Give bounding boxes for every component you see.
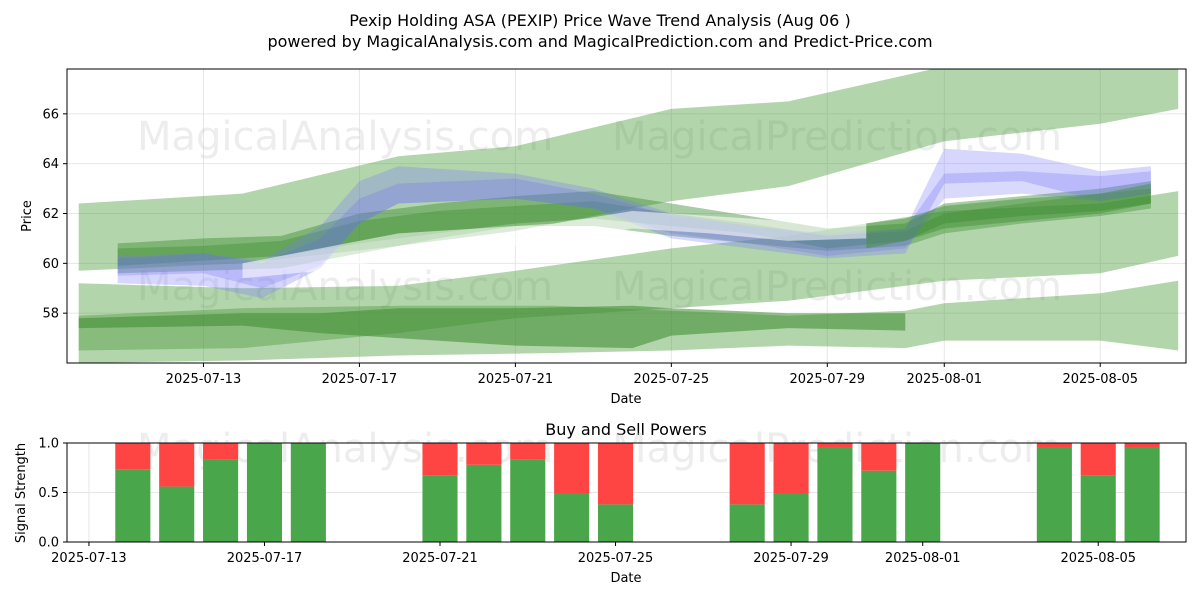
watermark-top-3: MagicalPrediction.com bbox=[612, 264, 1062, 310]
chart-subtitle: powered by MagicalAnalysis.com and Magic… bbox=[267, 32, 932, 51]
buy-bar-6 bbox=[466, 464, 502, 542]
buy-bar-4 bbox=[290, 443, 326, 542]
sell-bar-1 bbox=[159, 443, 195, 487]
top-ytick-label-1: 60 bbox=[42, 257, 59, 272]
top-ylabel: Price bbox=[20, 200, 35, 232]
sell-bar-12 bbox=[817, 443, 853, 448]
buy-bar-10 bbox=[729, 504, 765, 542]
sell-bar-10 bbox=[729, 443, 765, 505]
top-xlabel: Date bbox=[610, 392, 641, 407]
sell-bar-9 bbox=[597, 443, 634, 505]
sell-bar-7 bbox=[510, 443, 546, 460]
bottom-xlabel: Date bbox=[610, 571, 641, 586]
top-xtick-label-5: 2025-08-01 bbox=[906, 372, 982, 387]
watermark-top-1: MagicalPrediction.com bbox=[612, 114, 1062, 160]
top-xtick-label-2: 2025-07-21 bbox=[478, 372, 554, 387]
bottom-xtick-label-6: 2025-08-05 bbox=[1060, 551, 1136, 566]
watermark-top-0: MagicalAnalysis.com bbox=[137, 114, 553, 160]
buy-bar-15 bbox=[1036, 447, 1072, 542]
top-frame bbox=[66, 68, 1187, 364]
band-green-right bbox=[866, 183, 1151, 249]
band-blue-2 bbox=[117, 171, 1151, 289]
sell-bar-13 bbox=[861, 443, 897, 471]
band-upper-wide bbox=[78, 69, 1179, 271]
bottom-xtick-label-1: 2025-07-17 bbox=[227, 551, 303, 566]
bottom-ytick-label-1: 0.5 bbox=[38, 486, 59, 501]
buy-bar-7 bbox=[510, 459, 546, 542]
bottom-xtick-label-4: 2025-07-29 bbox=[753, 551, 829, 566]
buy-bar-1 bbox=[159, 486, 195, 542]
buy-bar-2 bbox=[203, 459, 239, 542]
sell-bar-5 bbox=[422, 443, 458, 476]
buy-bar-9 bbox=[597, 504, 634, 542]
sell-bar-15 bbox=[1036, 443, 1072, 448]
buy-bar-11 bbox=[773, 493, 809, 542]
watermark-top-2: MagicalAnalysis.com bbox=[137, 264, 553, 310]
buy-bar-14 bbox=[905, 443, 941, 542]
buy-bar-0 bbox=[115, 469, 151, 542]
top-xtick-label-6: 2025-08-05 bbox=[1062, 372, 1138, 387]
top-xtick-label-0: 2025-07-13 bbox=[166, 372, 242, 387]
bottom-chart-title: Buy and Sell Powers bbox=[545, 420, 707, 439]
band-green-mid-2 bbox=[117, 188, 1151, 274]
band-white-streak bbox=[242, 211, 867, 279]
sell-bar-8 bbox=[554, 443, 590, 494]
sell-bar-16 bbox=[1080, 443, 1116, 476]
sell-bar-11 bbox=[773, 443, 809, 494]
buy-bar-17 bbox=[1124, 447, 1160, 542]
top-ytick-label-3: 64 bbox=[42, 157, 59, 172]
buy-bar-3 bbox=[246, 443, 283, 542]
sell-bar-2 bbox=[203, 443, 239, 460]
buy-bar-13 bbox=[861, 470, 897, 542]
buy-bar-16 bbox=[1080, 475, 1116, 542]
bottom-ytick-label-0: 0.0 bbox=[38, 536, 59, 551]
chart-title: Pexip Holding ASA (PEXIP) Price Wave Tre… bbox=[349, 11, 850, 30]
bottom-xtick-label-2: 2025-07-21 bbox=[402, 551, 478, 566]
band-lower-wide bbox=[78, 191, 1179, 351]
band-dark-lower bbox=[78, 305, 906, 349]
bottom-ytick-label-2: 1.0 bbox=[38, 437, 59, 452]
top-xtick-label-4: 2025-07-29 bbox=[790, 372, 866, 387]
bottom-ylabel: Signal Strength bbox=[14, 443, 29, 543]
top-xtick-label-1: 2025-07-17 bbox=[322, 372, 398, 387]
price-panel: MagicalAnalysis.com MagicalPrediction.com… bbox=[42, 68, 1187, 387]
top-ytick-label-2: 62 bbox=[42, 207, 59, 222]
buy-bar-8 bbox=[554, 493, 590, 542]
signal-panel: MagicalAnalysis.comMagicalPrediction.com… bbox=[38, 426, 1187, 566]
sell-bar-17 bbox=[1124, 443, 1160, 448]
top-ytick-label-0: 58 bbox=[42, 307, 59, 322]
bottom-xtick-label-5: 2025-08-01 bbox=[885, 551, 961, 566]
bottom-xtick-label-0: 2025-07-13 bbox=[51, 551, 127, 566]
bottom-xtick-label-3: 2025-07-25 bbox=[578, 551, 654, 566]
sell-bar-0 bbox=[115, 443, 151, 470]
top-ytick-label-4: 66 bbox=[42, 107, 59, 122]
sell-bar-6 bbox=[466, 443, 502, 465]
top-xtick-label-3: 2025-07-25 bbox=[634, 372, 710, 387]
buy-bar-5 bbox=[422, 475, 458, 542]
band-green-mid-1 bbox=[117, 181, 1151, 266]
buy-bar-12 bbox=[817, 447, 853, 542]
